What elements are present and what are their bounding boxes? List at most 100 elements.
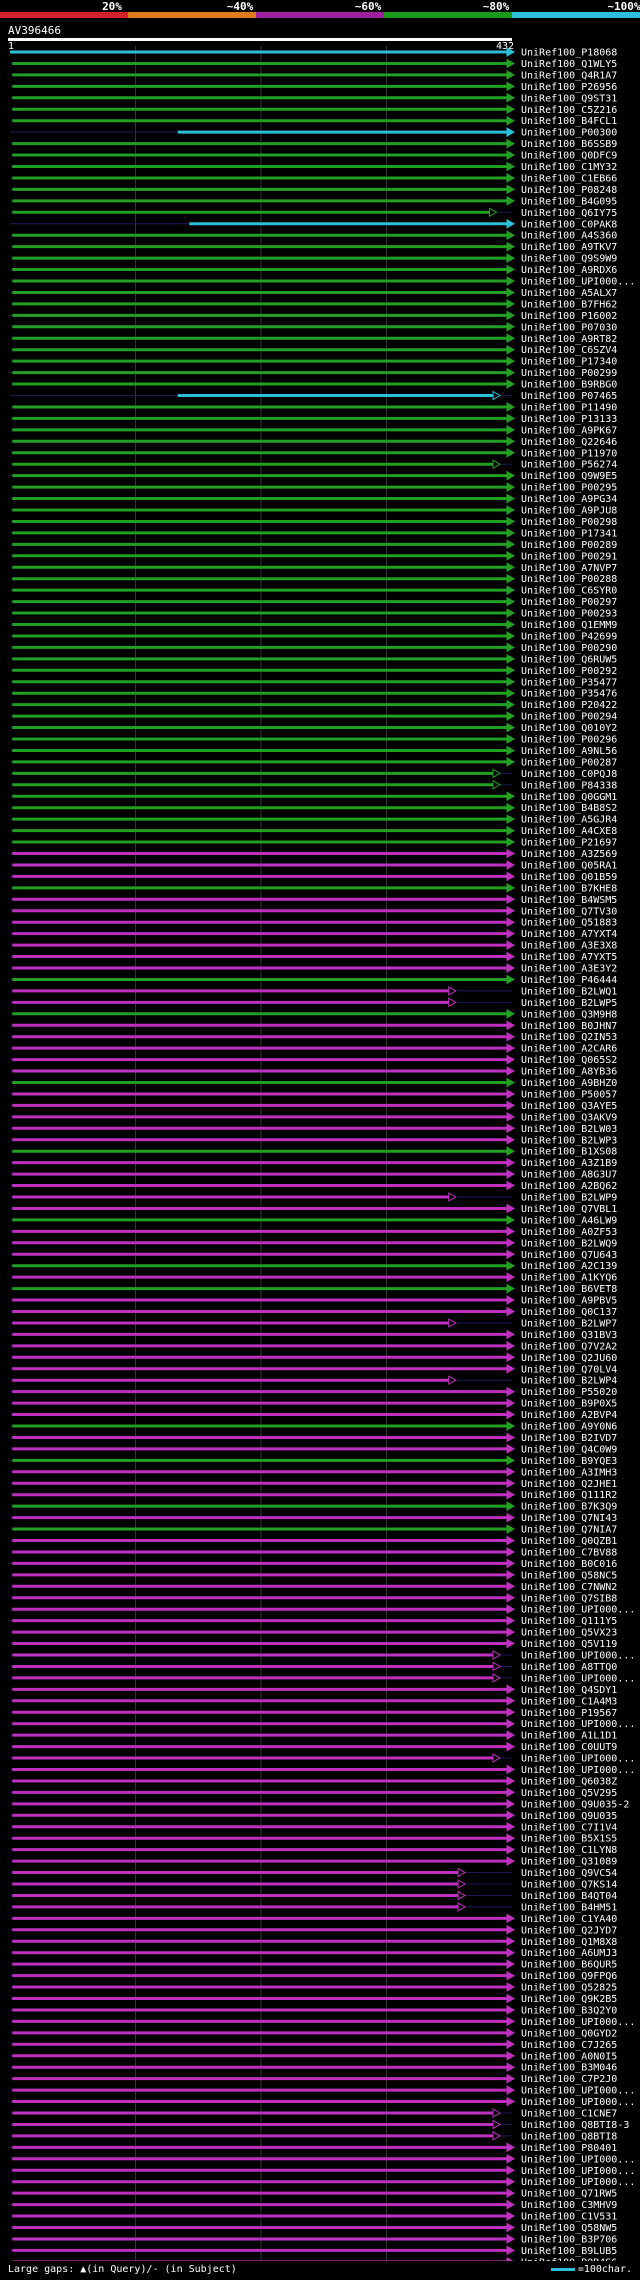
hit-row[interactable]: UniRef100_A8TTQ0 (10, 1661, 617, 1673)
hit-row[interactable]: UniRef100_A1L1D1 (10, 1730, 617, 1742)
hit-row[interactable]: UniRef100_B6VET8 (10, 1283, 617, 1295)
hit-row[interactable]: UniRef100_Q22646 (10, 436, 617, 448)
hit-row[interactable]: UniRef100_B1XS08 (10, 1146, 617, 1158)
hit-row[interactable]: UniRef100_A9Y0N6 (10, 1421, 617, 1433)
hit-row[interactable]: UniRef100_A9RDX6 (10, 264, 617, 276)
hit-row[interactable]: UniRef100_UPI000... (10, 1604, 635, 1616)
hit-row[interactable]: UniRef100_C1MY32 (10, 161, 617, 173)
hit-row[interactable]: UniRef100_Q9S9W9 (10, 253, 617, 265)
hit-row[interactable]: UniRef100_B9YQE3 (10, 1455, 617, 1467)
hit-row[interactable]: UniRef100_B9RBG0 (10, 379, 617, 391)
hit-row[interactable]: UniRef100_Q2JHE1 (10, 1478, 617, 1490)
hit-row[interactable]: UniRef100_A9BHZ0 (10, 1077, 617, 1089)
hit-row[interactable]: UniRef100_Q7TV30 (10, 905, 617, 917)
hit-row[interactable]: UniRef100_P00296 (10, 734, 617, 746)
hit-row[interactable]: UniRef100_C1EB66 (10, 173, 617, 184)
hit-row[interactable]: UniRef100_B0JHN7 (10, 1020, 617, 1032)
hit-row[interactable]: UniRef100_P19567 (10, 1707, 617, 1719)
hit-row[interactable]: UniRef100_P00293 (10, 608, 617, 620)
hit-row[interactable]: UniRef100_A6UMJ3 (10, 1947, 617, 1959)
hit-row[interactable]: UniRef100_P56274 (10, 459, 617, 471)
hit-row[interactable]: UniRef100_B6QUR5 (10, 1959, 617, 1971)
hit-row[interactable]: UniRef100_Q7V2A2 (10, 1340, 617, 1352)
hit-row[interactable]: UniRef100_Q01B59 (10, 871, 617, 883)
hit-row[interactable]: UniRef100_P11970 (10, 447, 617, 459)
hit-row[interactable]: UniRef100_A7YXT5 (10, 951, 617, 963)
hit-row[interactable]: UniRef100_A9NL56 (10, 745, 617, 757)
hit-row[interactable]: UniRef100_P80401 (10, 2142, 617, 2154)
hit-row[interactable]: UniRef100_Q6038Z (10, 1776, 617, 1787)
hit-row[interactable]: UniRef100_Q9U035 (10, 1810, 617, 1822)
hit-row[interactable]: UniRef100_A7YXT4 (10, 928, 617, 940)
hit-row[interactable]: UniRef100_Q1EMM9 (10, 619, 617, 631)
hit-row[interactable]: UniRef100_UPI000... (10, 2165, 635, 2177)
hit-row[interactable]: UniRef100_A8G3U7 (10, 1169, 617, 1181)
hit-row[interactable]: UniRef100_Q0GGM1 (10, 791, 617, 803)
hit-row[interactable]: UniRef100_P20422 (10, 699, 617, 711)
hit-row[interactable]: UniRef100_C6SYR0 (10, 585, 617, 597)
hit-row[interactable]: UniRef100_C5Z216 (10, 104, 617, 116)
hit-row[interactable]: UniRef100_P46444 (10, 974, 617, 986)
hit-row[interactable]: UniRef100_Q2JYD7 (10, 1924, 617, 1936)
hit-row[interactable]: UniRef100_C1A4M3 (10, 1695, 617, 1707)
hit-row[interactable]: UniRef100_A8YB36 (10, 1066, 617, 1078)
hit-row[interactable]: UniRef100_P84338 (10, 779, 617, 791)
hit-row[interactable]: UniRef100_A3Z1B9 (10, 1157, 617, 1169)
hit-row[interactable]: UniRef100_Q6RUW5 (10, 653, 617, 665)
hit-row[interactable]: UniRef100_B4G095 (10, 195, 617, 207)
hit-row[interactable]: UniRef100_Q111R2 (10, 1489, 617, 1501)
hit-row[interactable]: UniRef100_C7P2J0 (10, 2073, 617, 2085)
hit-row[interactable]: UniRef100_A2C139 (10, 1260, 617, 1272)
hit-row[interactable]: UniRef100_B6SSB9 (10, 138, 617, 150)
hit-row[interactable]: UniRef100_UPI000... (10, 1650, 635, 1662)
hit-row[interactable]: UniRef100_B2LWP3 (10, 1134, 617, 1146)
hit-row[interactable]: UniRef100_Q0GYD2 (10, 2027, 617, 2039)
hit-row[interactable]: UniRef100_P00290 (10, 642, 617, 654)
hit-row[interactable]: UniRef100_Q9U035-2 (10, 1798, 629, 1810)
hit-row[interactable]: UniRef100_P00300 (10, 127, 617, 139)
hit-row[interactable]: UniRef100_UPI000... (10, 2176, 635, 2188)
hit-row[interactable]: UniRef100_C7BV88 (10, 1547, 617, 1558)
hit-row[interactable]: UniRef100_P11490 (10, 402, 617, 413)
hit-row[interactable]: UniRef100_P00288 (10, 573, 617, 585)
hit-row[interactable]: UniRef100_Q8BTI8-3 (10, 2119, 629, 2131)
hit-row[interactable]: UniRef100_A4S360 (10, 230, 617, 242)
hit-row[interactable]: UniRef100_UPI000... (10, 2085, 635, 2097)
hit-row[interactable]: UniRef100_B2LWP7 (10, 1318, 617, 1329)
hit-row[interactable]: UniRef100_C0PAK8 (10, 218, 617, 230)
hit-row[interactable]: UniRef100_P00299 (10, 367, 617, 379)
hit-row[interactable]: UniRef100_A0ZF53 (10, 1226, 617, 1238)
hit-row[interactable]: UniRef100_A9PK67 (10, 424, 617, 436)
hit-row[interactable]: UniRef100_P55020 (10, 1386, 617, 1398)
hit-row[interactable]: UniRef100_Q1WLY5 (10, 58, 617, 70)
hit-row[interactable]: UniRef100_P17340 (10, 356, 617, 368)
hit-row[interactable]: UniRef100_P00287 (10, 757, 617, 768)
hit-row[interactable]: UniRef100_A9PJU8 (10, 505, 617, 517)
hit-row[interactable]: UniRef100_Q0QZB1 (10, 1535, 617, 1547)
hit-row[interactable]: UniRef100_B3M046 (10, 2062, 617, 2074)
hit-row[interactable]: UniRef100_C0UUT9 (10, 1741, 617, 1753)
hit-row[interactable]: UniRef100_P00297 (10, 596, 617, 608)
hit-row[interactable]: UniRef100_Q58NW5 (10, 2222, 617, 2234)
hit-row[interactable]: UniRef100_C6SZV4 (10, 344, 617, 356)
hit-row[interactable]: UniRef100_Q4R1A7 (10, 70, 617, 81)
hit-row[interactable]: UniRef100_Q5V119 (10, 1638, 617, 1650)
hit-row[interactable]: UniRef100_P18068 (10, 47, 617, 59)
hit-row[interactable]: UniRef100_P17341 (10, 528, 617, 539)
hit-row[interactable]: UniRef100_B7K3Q9 (10, 1501, 617, 1513)
hit-row[interactable]: UniRef100_Q7SIB8 (10, 1592, 617, 1604)
hit-row[interactable]: UniRef100_Q31BV3 (10, 1329, 617, 1341)
hit-row[interactable]: UniRef100_A5GJR4 (10, 814, 617, 826)
hit-row[interactable]: UniRef100_Q4C0W9 (10, 1444, 617, 1455)
hit-row[interactable]: UniRef100_P21697 (10, 837, 617, 849)
hit-row[interactable]: UniRef100_C1LYN8 (10, 1844, 617, 1856)
hit-row[interactable]: UniRef100_P42699 (10, 631, 617, 642)
hit-row[interactable]: UniRef100_C7J265 (10, 2039, 617, 2051)
hit-row[interactable]: UniRef100_P07030 (10, 321, 617, 333)
hit-row[interactable]: UniRef100_A3Z569 (10, 848, 617, 860)
hit-row[interactable]: UniRef100_B0C016 (10, 1558, 617, 1570)
hit-row[interactable]: UniRef100_UPI000... (10, 276, 635, 288)
hit-row[interactable]: UniRef100_UPI000... (10, 1753, 635, 1765)
hit-row[interactable]: UniRef100_B4HM51 (10, 1902, 617, 1913)
hit-row[interactable]: UniRef100_P16002 (10, 310, 617, 322)
